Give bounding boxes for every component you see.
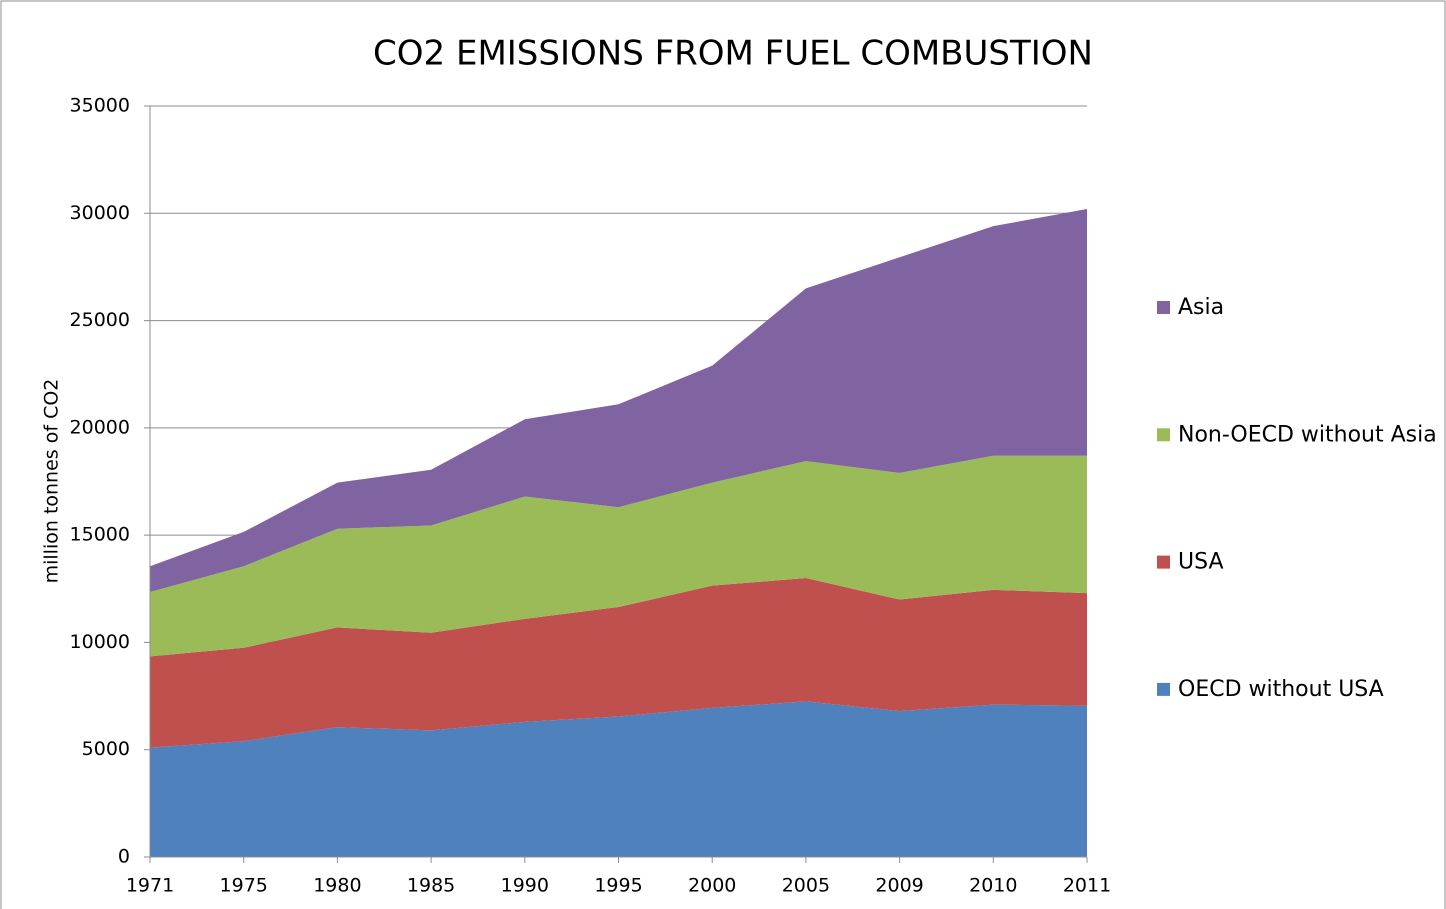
y-tick-label: 20000	[70, 416, 130, 438]
x-tick-label: 1971	[126, 875, 174, 897]
legend-swatch	[1157, 301, 1170, 314]
x-tick-label: 1980	[313, 875, 361, 897]
y-tick-label: 30000	[70, 202, 130, 224]
x-tick-label: 2011	[1063, 875, 1111, 897]
x-tick-label: 2009	[875, 875, 923, 897]
chart-title: CO2 EMISSIONS FROM FUEL COMBUSTION	[373, 34, 1093, 74]
area	[150, 578, 1087, 748]
x-tick-label: 2005	[782, 875, 830, 897]
y-tick-label: 15000	[70, 524, 130, 546]
legend-label: USA	[1178, 550, 1224, 575]
x-tick-label: 1995	[594, 875, 642, 897]
legend-swatch	[1157, 682, 1170, 696]
y-tick-label: 5000	[82, 738, 130, 760]
area	[150, 455, 1087, 657]
y-tick-label: 25000	[70, 309, 130, 331]
x-tick-label: 2010	[969, 875, 1017, 897]
legend-swatch	[1157, 428, 1170, 442]
x-tick-label: 2000	[688, 875, 736, 897]
area	[150, 208, 1087, 593]
legend-swatch	[1157, 555, 1170, 569]
y-axis-label: million tonnes of CO2	[41, 379, 63, 584]
y-tick-label: 10000	[70, 631, 130, 653]
y-tick-label: 0	[118, 846, 130, 868]
x-tick-label: 1990	[501, 875, 549, 897]
x-tick-label: 1985	[407, 875, 455, 897]
legend-label: OECD without USA	[1178, 677, 1384, 702]
y-tick-label: 35000	[70, 95, 130, 117]
area	[150, 701, 1087, 857]
legend-label: Non-OECD without Asia	[1178, 422, 1437, 447]
x-tick-label: 1975	[220, 875, 268, 897]
legend-label: Asia	[1178, 295, 1224, 320]
